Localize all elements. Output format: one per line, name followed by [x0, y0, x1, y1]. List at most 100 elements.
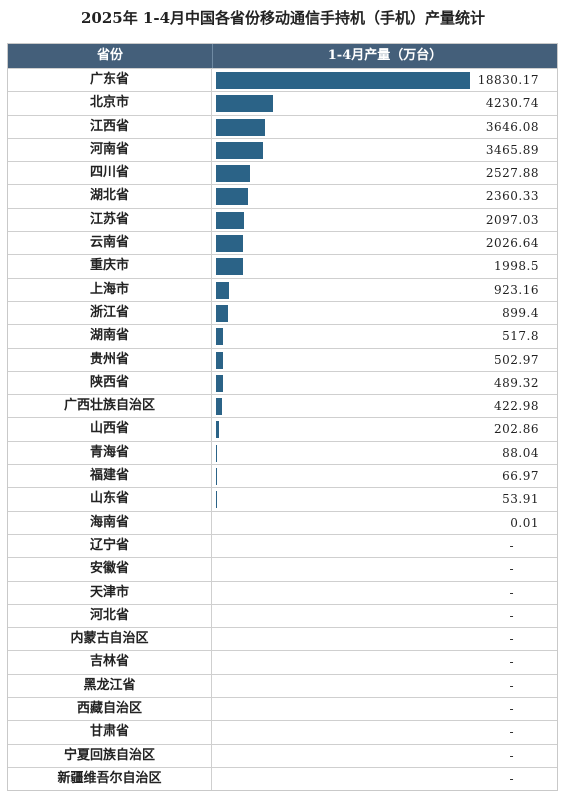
value-bar [216, 304, 229, 322]
value-bar [216, 118, 266, 136]
table-row: 北京市 4230.74 [8, 91, 557, 115]
value-cell: 1998.5 [212, 255, 557, 277]
table-row: 青海省 88.04 [8, 440, 557, 465]
value-cell: 0.01 [212, 512, 557, 534]
value-cell: - [212, 745, 557, 767]
data-label: 18830.17 [477, 73, 539, 87]
value-bar [216, 281, 229, 299]
table-row: 吉林省 - [8, 650, 557, 674]
data-label: 0.01 [510, 515, 539, 530]
value-cell: - [212, 675, 557, 697]
province-label: 江西省 [8, 115, 212, 138]
table-body: 广东省 18830.17 北京市 4230.74 江西省 3646.08 河南省 3465.8… [8, 68, 557, 791]
value-cell: - [212, 605, 557, 627]
table-row: 浙江省 899.4 [8, 300, 557, 325]
table-row: 山东省 53.91 [8, 487, 557, 511]
table-row: 福建省 66.97 [8, 464, 557, 488]
value-bar [216, 351, 223, 369]
table-row: 云南省 2026.64 [8, 231, 557, 255]
province-label: 福建省 [8, 465, 212, 488]
value-bar [216, 188, 248, 206]
table-row: 西藏自治区 - [8, 697, 557, 721]
value-cell: - [212, 582, 557, 604]
table-row: 黑龙江省 - [8, 673, 557, 698]
data-label: 2360.33 [485, 189, 539, 204]
value-cell: 2097.03 [212, 209, 557, 231]
province-label: 重庆市 [8, 255, 212, 278]
chart-title: 2025年 1-4月中国各省份移动通信手持机（手机）产量统计 [80, 9, 486, 27]
value-cell: 53.91 [212, 488, 557, 510]
table-row: 贵州省 502.97 [8, 347, 557, 371]
value-bar [216, 491, 217, 509]
data-label: 4230.74 [485, 96, 539, 111]
province-label: 河北省 [8, 604, 212, 628]
value-cell: - [212, 535, 557, 557]
province-label: 云南省 [8, 232, 212, 255]
value-cell: - [212, 768, 557, 790]
table-row: 山西省 202.86 [8, 417, 557, 441]
value-bar [216, 468, 217, 486]
table-row: 江苏省 2097.03 [8, 207, 557, 232]
province-label: 吉林省 [8, 651, 212, 674]
value-bar [216, 398, 222, 416]
data-label: 899.4 [502, 305, 539, 320]
value-cell: - [212, 628, 557, 650]
data-label: 3465.89 [485, 142, 539, 157]
value-bar [216, 211, 245, 229]
data-label: - [509, 585, 514, 600]
province-label: 广东省 [8, 69, 212, 92]
province-label: 江苏省 [8, 208, 212, 232]
province-label: 湖南省 [8, 325, 212, 348]
table-row: 重庆市 1998.5 [8, 254, 557, 278]
province-label: 辽宁省 [8, 534, 212, 558]
value-cell: 422.98 [212, 395, 557, 417]
province-label: 青海省 [8, 441, 212, 465]
data-label: 422.98 [494, 399, 539, 414]
data-label: 66.97 [502, 469, 539, 484]
value-cell: 4230.74 [212, 92, 557, 114]
data-label: 1998.5 [494, 259, 539, 274]
value-bar [216, 258, 243, 276]
province-label: 广西壮族自治区 [8, 395, 212, 418]
province-label: 内蒙古自治区 [8, 628, 212, 651]
table-row: 河北省 - [8, 603, 557, 628]
header-value: 1-4月产量（万台） [327, 48, 443, 63]
data-label: 53.91 [502, 492, 539, 507]
value-bar [216, 374, 223, 392]
data-label: - [509, 702, 514, 717]
province-label: 四川省 [8, 162, 212, 185]
province-label: 海南省 [8, 511, 212, 534]
data-label: 502.97 [494, 352, 539, 367]
value-bar [216, 235, 244, 253]
province-label: 山西省 [8, 418, 212, 441]
data-label: 88.04 [502, 445, 539, 460]
value-cell: 2360.33 [212, 185, 557, 207]
province-label: 甘肃省 [8, 721, 212, 744]
production-table: 省份 1-4月产量（万台） 广东省 18830.17 北京市 4230.74 江西省 36… [7, 43, 558, 792]
province-label: 安徽省 [8, 558, 212, 581]
value-bar [216, 72, 470, 89]
province-label: 天津市 [8, 581, 212, 604]
table-row: 湖南省 517.8 [8, 324, 557, 348]
data-label: 2527.88 [485, 166, 539, 181]
table-row: 新疆维吾尔自治区 - [8, 766, 557, 791]
table-row: 天津市 - [8, 580, 557, 604]
data-label: - [509, 562, 514, 577]
data-label: - [509, 632, 514, 647]
province-label: 湖北省 [8, 185, 212, 208]
table-header: 省份 1-4月产量（万台） [8, 44, 557, 68]
data-label: - [509, 725, 514, 740]
value-cell: 923.16 [212, 279, 557, 301]
table-row: 四川省 2527.88 [8, 161, 557, 185]
data-label: - [509, 538, 514, 553]
value-cell: 3646.08 [212, 116, 557, 138]
value-cell: 517.8 [212, 325, 557, 347]
value-cell: 66.97 [212, 465, 557, 487]
value-bar [216, 421, 219, 439]
table-row: 江西省 3646.08 [8, 114, 557, 138]
value-cell: 899.4 [212, 302, 557, 324]
data-label: - [509, 608, 514, 623]
value-cell: 2527.88 [212, 162, 557, 184]
data-label: - [509, 678, 514, 693]
table-row: 甘肃省 - [8, 720, 557, 744]
